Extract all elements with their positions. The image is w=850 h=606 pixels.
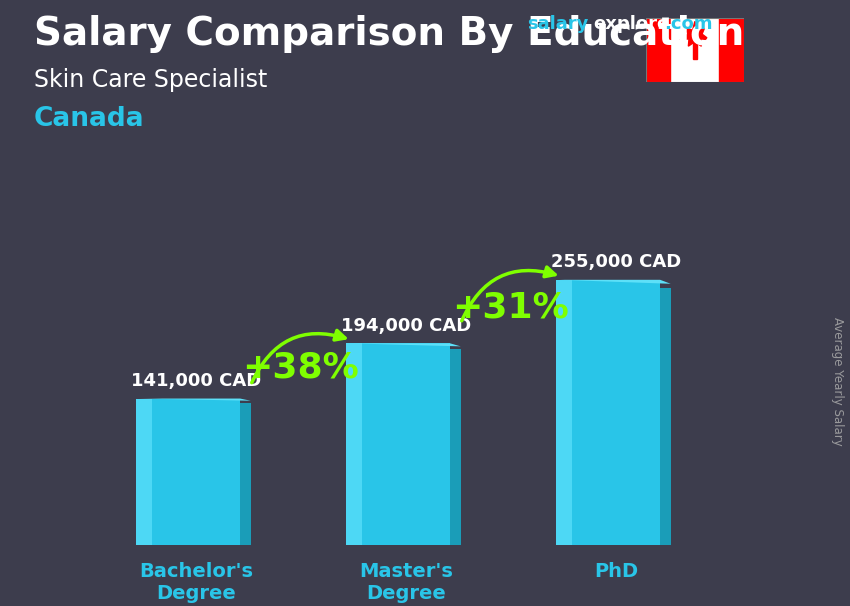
Text: explorer: explorer [593, 15, 678, 33]
FancyBboxPatch shape [450, 350, 461, 545]
FancyBboxPatch shape [556, 542, 671, 545]
Text: Average Yearly Salary: Average Yearly Salary [830, 318, 844, 446]
FancyBboxPatch shape [346, 543, 461, 545]
FancyBboxPatch shape [136, 399, 152, 545]
Polygon shape [680, 21, 710, 46]
Bar [693, 41, 697, 59]
Text: +31%: +31% [452, 291, 570, 325]
Text: 194,000 CAD: 194,000 CAD [341, 317, 471, 335]
FancyBboxPatch shape [152, 399, 240, 545]
Bar [646, 18, 671, 82]
Polygon shape [136, 399, 251, 401]
Polygon shape [346, 344, 461, 347]
Polygon shape [556, 280, 671, 284]
Text: Skin Care Specialist: Skin Care Specialist [34, 68, 268, 92]
Text: 255,000 CAD: 255,000 CAD [551, 253, 681, 271]
Text: Canada: Canada [34, 106, 144, 132]
Text: .com: .com [664, 15, 712, 33]
FancyBboxPatch shape [136, 544, 251, 545]
Bar [719, 18, 744, 82]
FancyBboxPatch shape [240, 403, 251, 545]
FancyBboxPatch shape [572, 280, 660, 545]
FancyBboxPatch shape [660, 288, 671, 545]
Text: salary: salary [527, 15, 588, 33]
FancyBboxPatch shape [346, 344, 362, 545]
FancyBboxPatch shape [362, 344, 450, 545]
Text: Salary Comparison By Education: Salary Comparison By Education [34, 15, 745, 53]
FancyBboxPatch shape [556, 280, 572, 545]
Text: +38%: +38% [242, 351, 360, 385]
Text: 141,000 CAD: 141,000 CAD [131, 372, 261, 390]
